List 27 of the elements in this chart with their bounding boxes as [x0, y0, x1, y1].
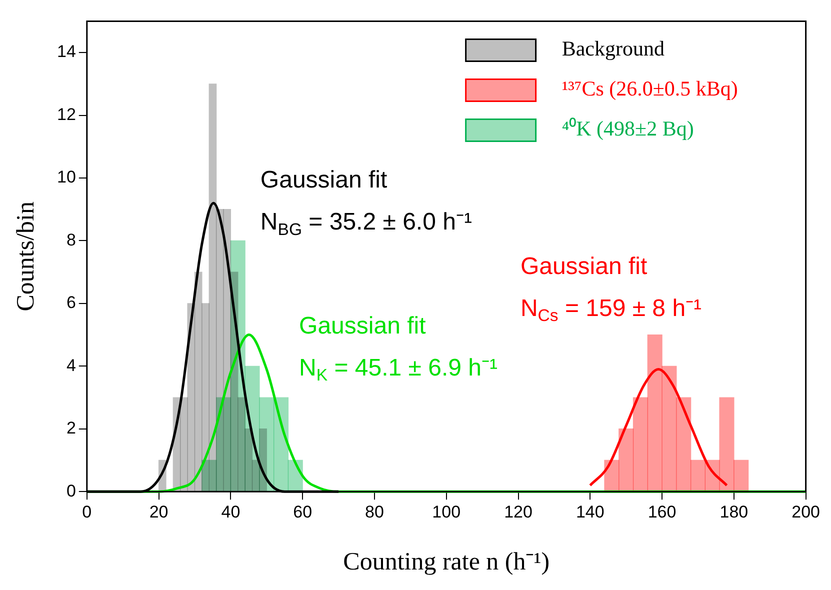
- x-tick-label: 140: [576, 502, 604, 522]
- legend-label: Background: [562, 36, 665, 61]
- annotation: Gaussian fit: [520, 252, 648, 280]
- x-tick-label: 80: [365, 502, 384, 522]
- legend-label: ⁴⁰K (498±2 Bq): [562, 116, 694, 141]
- annotation: Gaussian fit: [299, 312, 426, 340]
- y-tick-label: 14: [56, 42, 76, 62]
- x-axis-title: Counting rate n (h⁻¹): [343, 548, 550, 576]
- legend-label: ¹³⁷Cs (26.0±0.5 kBq): [562, 76, 738, 101]
- y-tick-label: 4: [66, 356, 76, 375]
- x-tick-label: 120: [504, 502, 532, 522]
- y-tick-label: 0: [66, 481, 76, 500]
- y-axis-title: Counts/bin: [12, 201, 40, 312]
- x-tick-label: 40: [221, 502, 240, 522]
- y-tick-label: 6: [66, 293, 76, 312]
- y-tick-label: 12: [56, 104, 76, 124]
- y-tick-label: 8: [66, 230, 76, 250]
- x-tick-label: 100: [432, 502, 461, 522]
- annotation: Gaussian fit: [260, 166, 388, 194]
- x-tick-label: 0: [82, 502, 92, 522]
- x-tick-label: 180: [720, 502, 748, 522]
- x-tick-label: 200: [792, 502, 820, 522]
- y-tick-label: 2: [66, 418, 76, 438]
- x-tick-label: 60: [293, 502, 312, 522]
- x-tick-label: 20: [149, 502, 168, 522]
- x-tick-label: 160: [648, 502, 676, 522]
- y-tick-label: 10: [56, 168, 76, 187]
